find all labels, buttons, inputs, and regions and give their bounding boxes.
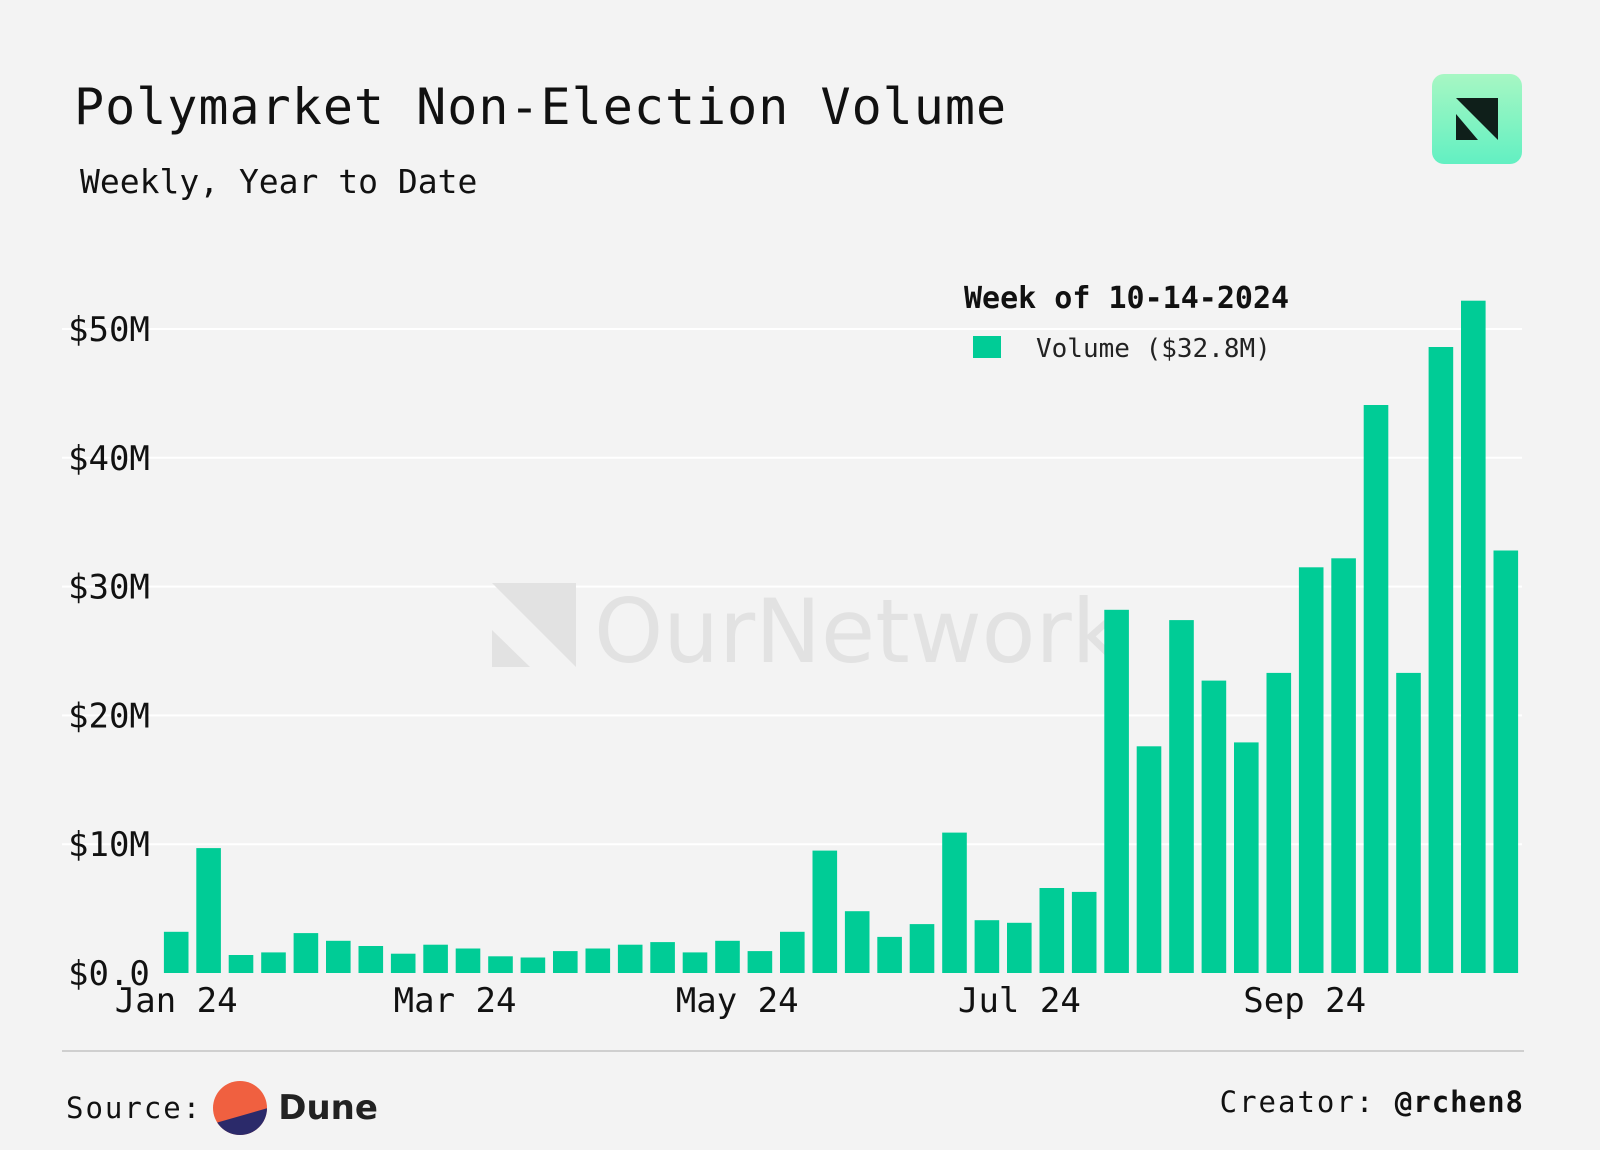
chart-subtitle: Weekly, Year to Date — [80, 162, 478, 201]
bar — [747, 951, 773, 973]
bar — [326, 940, 351, 973]
bar — [585, 948, 611, 973]
y-tick-label: $10M — [68, 825, 150, 865]
bar — [974, 920, 1000, 973]
bar — [1007, 922, 1032, 973]
bar — [520, 957, 546, 973]
bar — [390, 953, 416, 973]
bar — [358, 946, 384, 973]
bar — [1234, 742, 1259, 973]
bar — [682, 952, 708, 973]
bar — [715, 940, 740, 973]
x-tick-label: Jan 24 — [115, 981, 238, 1021]
x-tick-label: May 24 — [676, 981, 799, 1021]
y-tick-label: $20M — [68, 696, 150, 736]
bar — [1331, 558, 1356, 973]
bar — [909, 924, 935, 973]
bar — [423, 944, 448, 973]
watermark: OurNetwork — [492, 580, 1123, 683]
bar — [1493, 550, 1519, 973]
bar — [1298, 567, 1324, 973]
y-axis-ticks: $0.0 $10M $20M $30M $40M $50M — [68, 310, 150, 994]
watermark-text: OurNetwork — [594, 580, 1123, 683]
bar — [228, 955, 254, 973]
legend-swatch — [973, 336, 1001, 358]
bar — [1363, 405, 1389, 973]
watermark-logo-icon — [492, 630, 530, 667]
bar — [293, 933, 319, 973]
bar-chart: OurNetwork $0.0 $10M $20M $30M $40M $50M Jan … — [62, 281, 1522, 1021]
legend-title: Week of 10-14-2024 — [964, 281, 1289, 316]
bar — [617, 944, 643, 973]
bars — [163, 300, 1519, 973]
x-tick-label: Mar 24 — [394, 981, 517, 1021]
creator-attribution: Creator: @rchen8 — [1220, 1085, 1524, 1119]
bar — [1104, 609, 1129, 973]
source-attribution: Source: Dune — [66, 1080, 378, 1136]
x-axis-ticks: Jan 24 Mar 24 May 24 Jul 24 Sep 24 — [115, 981, 1366, 1021]
bar — [1136, 746, 1162, 973]
x-tick-label: Jul 24 — [958, 981, 1081, 1021]
bar — [1201, 680, 1227, 973]
footer-divider — [62, 1050, 1524, 1052]
bar — [163, 931, 189, 973]
creator-handle: @rchen8 — [1394, 1085, 1524, 1119]
y-tick-label: $0.0 — [68, 954, 150, 994]
y-tick-label: $40M — [68, 439, 150, 479]
ournetwork-logo-icon — [1432, 74, 1522, 164]
bar — [553, 951, 578, 973]
bar — [877, 936, 902, 973]
bar — [455, 948, 481, 973]
chart-title: Polymarket Non-Election Volume — [74, 78, 1008, 136]
bar — [1428, 347, 1454, 973]
legend: Week of 10-14-2024 Volume ($32.8M) — [964, 281, 1289, 364]
bar — [488, 956, 513, 973]
bar — [1039, 888, 1065, 973]
bar — [812, 850, 838, 973]
bar — [844, 911, 870, 973]
y-tick-label: $50M — [68, 310, 150, 350]
bar — [780, 931, 805, 973]
creator-label: Creator: — [1219, 1085, 1376, 1119]
bar — [942, 832, 967, 973]
x-tick-label: Sep 24 — [1243, 981, 1366, 1021]
bar — [1396, 672, 1421, 973]
watermark-logo-icon — [492, 583, 576, 667]
bar — [261, 952, 286, 973]
bar — [1266, 672, 1292, 973]
bar — [650, 942, 675, 973]
bar — [1169, 620, 1194, 973]
dune-logo-icon — [213, 1081, 268, 1135]
source-name: Dune — [278, 1088, 378, 1128]
y-tick-label: $30M — [68, 568, 150, 608]
bar — [1461, 300, 1486, 973]
bar — [1071, 891, 1097, 973]
source-label: Source: — [66, 1091, 203, 1125]
legend-label: Volume ($32.8M) — [1036, 334, 1271, 364]
bar — [196, 848, 221, 973]
